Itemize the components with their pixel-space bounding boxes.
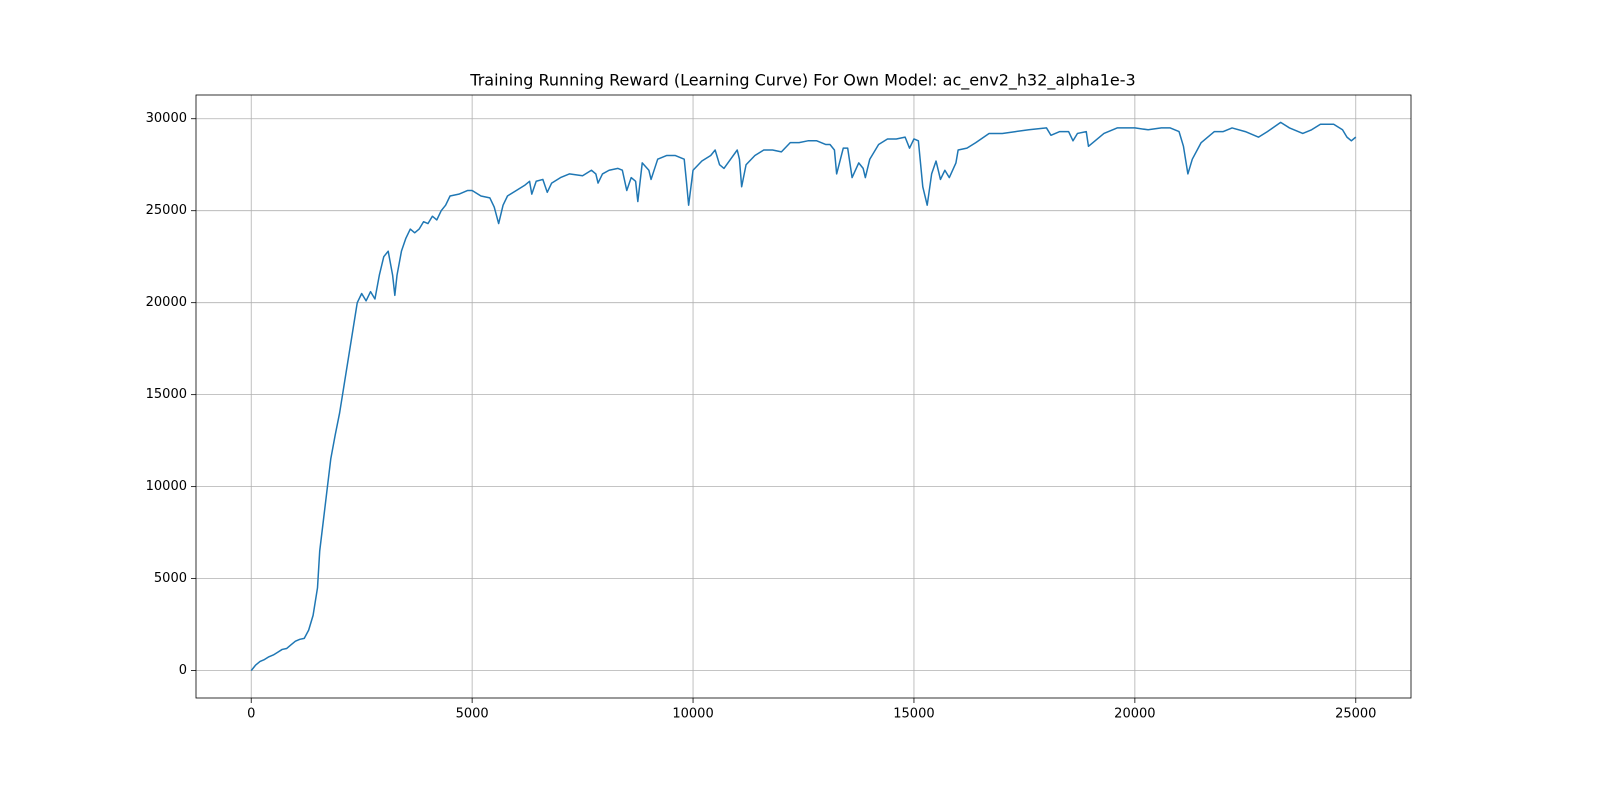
y-tick-label: 15000: [146, 387, 187, 402]
y-tick-label: 25000: [146, 203, 187, 218]
y-tick-label: 20000: [146, 295, 187, 310]
x-tick-label: 0: [247, 707, 255, 722]
x-tick-label: 20000: [1114, 707, 1155, 722]
axes-frame: [195, 94, 1412, 699]
y-tick-label: 30000: [146, 111, 187, 126]
chart-title: Training Running Reward (Learning Curve)…: [469, 71, 1135, 91]
x-tick-label: 10000: [672, 707, 713, 722]
x-tick-label: 25000: [1335, 707, 1376, 722]
y-tick-label: 10000: [146, 479, 187, 494]
y-tick-label: 0: [179, 663, 187, 678]
line: [250, 121, 1357, 672]
y-tick-label: 5000: [154, 571, 187, 586]
x-tick-label: 15000: [893, 707, 934, 722]
x-tick-label: 5000: [456, 707, 489, 722]
